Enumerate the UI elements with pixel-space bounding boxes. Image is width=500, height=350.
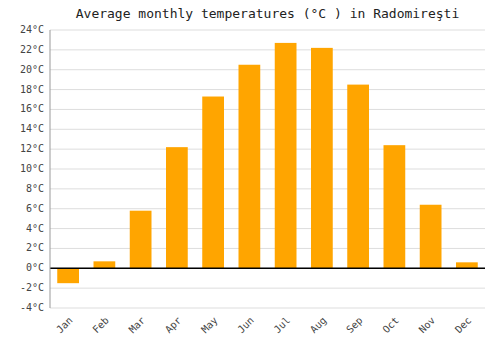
bar — [239, 65, 261, 269]
y-tick-label: 16°C — [20, 103, 44, 114]
bar — [94, 261, 116, 268]
y-tick-label: -4°C — [20, 302, 44, 313]
grid-line — [50, 109, 485, 110]
bars — [57, 43, 478, 283]
bar — [166, 147, 188, 268]
y-tick-label: 2°C — [26, 242, 44, 253]
x-tick-label: Mar — [127, 315, 148, 336]
bar — [275, 43, 297, 268]
x-tick-label: Sep — [344, 315, 365, 336]
bar — [456, 262, 478, 268]
grid-line — [50, 308, 485, 309]
x-tick-label: Jan — [54, 315, 75, 336]
chart-title: Average monthly temperatures (°C ) in Ra… — [76, 6, 460, 21]
y-tick-label: 12°C — [20, 143, 44, 154]
grid-line — [50, 288, 485, 289]
grid-line — [50, 169, 485, 170]
bar — [347, 85, 369, 269]
grid-line — [50, 69, 485, 70]
y-tick-label: 24°C — [20, 24, 44, 35]
y-tick-label: 14°C — [20, 123, 44, 134]
bar — [420, 205, 442, 269]
y-tick-label: 22°C — [20, 44, 44, 55]
bar — [130, 211, 152, 269]
y-tick-label: 18°C — [20, 84, 44, 95]
chart-container: Average monthly temperatures (°C ) in Ra… — [0, 0, 500, 350]
y-tick-label: 0°C — [26, 262, 44, 273]
x-tick-label: Apr — [163, 315, 184, 336]
x-tick-label: Jun — [235, 315, 256, 336]
grid-line — [50, 268, 485, 269]
y-tick-label: 8°C — [26, 183, 44, 194]
bar — [384, 145, 406, 268]
y-tick-label: -2°C — [20, 282, 44, 293]
y-tick-label: 4°C — [26, 223, 44, 234]
grid-line — [50, 188, 485, 189]
bar — [57, 268, 79, 283]
grid-line — [50, 89, 485, 90]
grid-line — [50, 149, 485, 150]
zero-line — [50, 268, 485, 270]
grid-line — [50, 30, 485, 31]
x-tick-label: Dec — [453, 315, 474, 336]
x-tick-label: May — [199, 315, 220, 336]
x-tick-label: Nov — [417, 315, 438, 336]
y-axis-line — [50, 30, 51, 308]
x-tick-label: Feb — [90, 315, 111, 336]
y-tick-label: 6°C — [26, 203, 44, 214]
x-tick-label: Oct — [380, 315, 401, 336]
y-tick-label: 20°C — [20, 64, 44, 75]
bar — [311, 48, 333, 268]
x-tick-label: Aug — [308, 315, 329, 336]
grid-line — [50, 129, 485, 130]
chart-svg: Average monthly temperatures (°C ) in Ra… — [0, 0, 500, 350]
x-tick-label: Jul — [272, 315, 293, 336]
grid-line — [50, 49, 485, 50]
y-grid — [50, 30, 485, 308]
bar — [202, 97, 224, 269]
y-tick-label: 10°C — [20, 163, 44, 174]
